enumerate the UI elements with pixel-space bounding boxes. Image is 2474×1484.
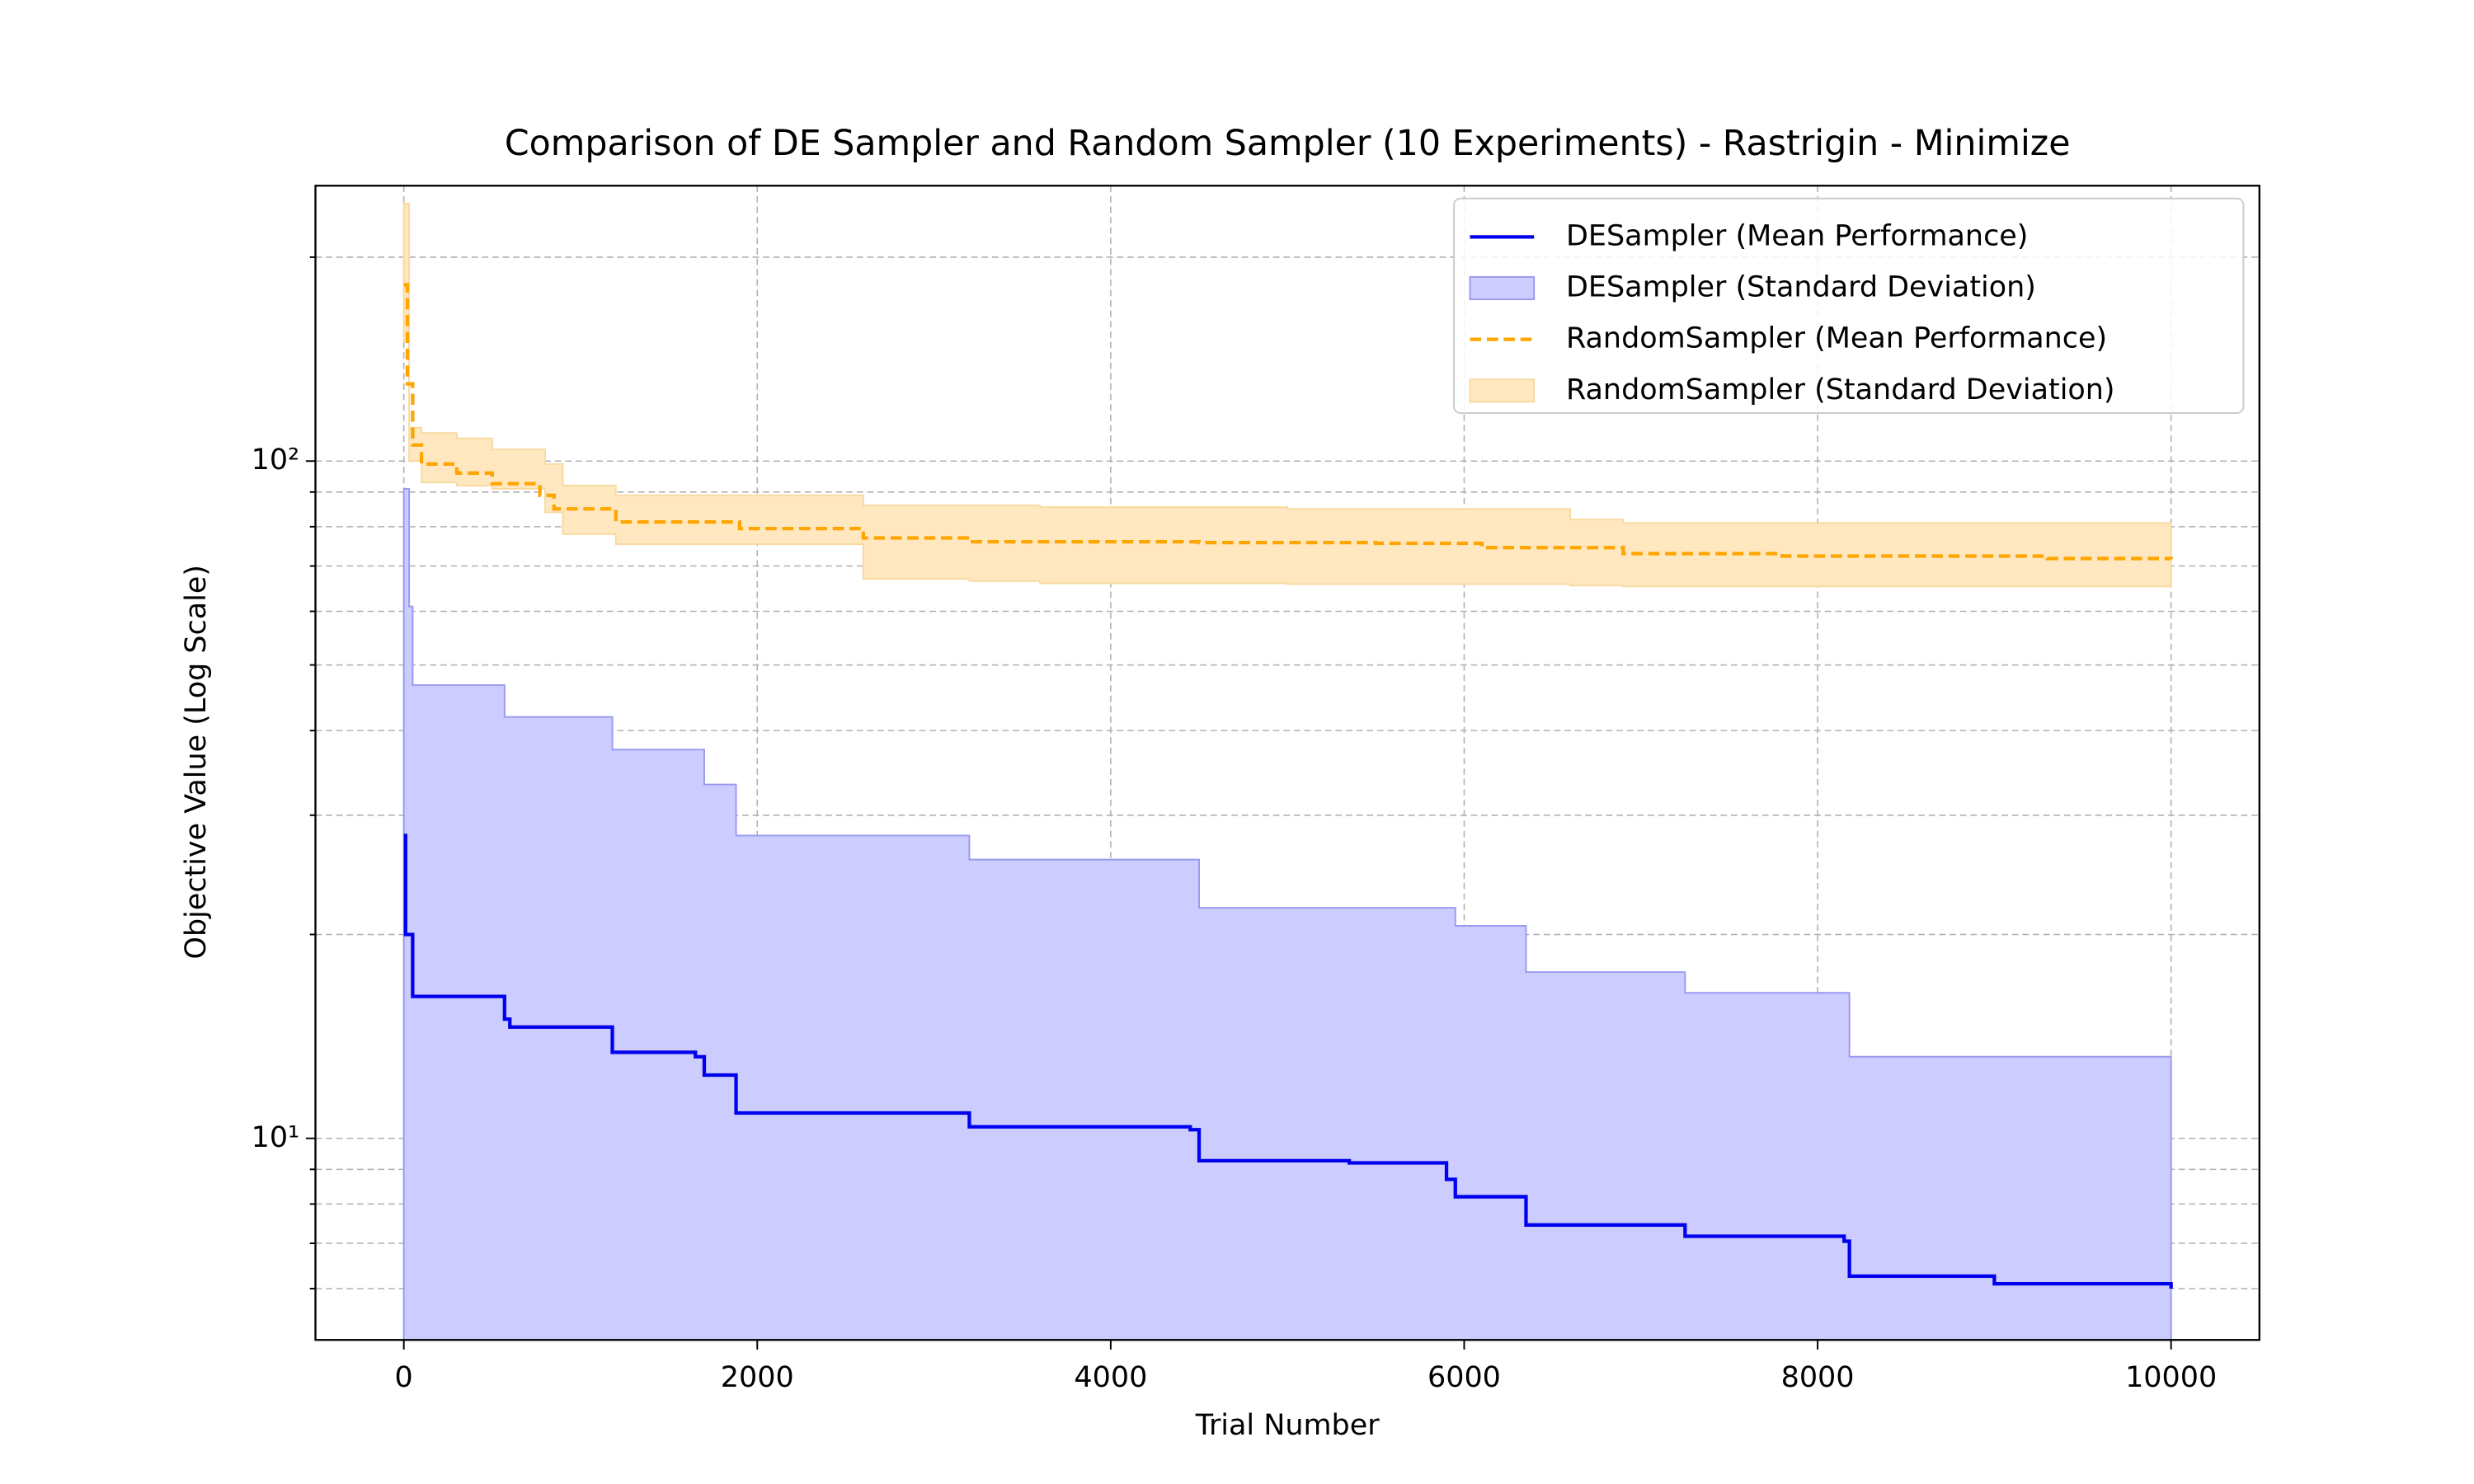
x-tick-label: 8000 <box>1781 1361 1855 1394</box>
x-tick-label: 2000 <box>721 1361 794 1394</box>
x-tick-label: 6000 <box>1427 1361 1501 1394</box>
std-band <box>402 202 2172 588</box>
legend-swatch <box>1469 275 1536 301</box>
x-tick-label: 0 <box>395 1361 413 1394</box>
y-tick-label: 10¹ <box>252 1121 299 1154</box>
y-tick-label: 10² <box>252 444 299 477</box>
legend-label: RandomSampler (Mean Performance) <box>1566 322 2107 355</box>
mean-line <box>403 283 2173 561</box>
axes: 0 2000 4000 6000 8000 10000 10¹ 10² DESampler (M… <box>252 185 2260 1394</box>
legend-label: DESampler (Mean Performance) <box>1566 219 2028 252</box>
legend-label: RandomSampler (Standard Deviation) <box>1566 373 2115 406</box>
legend: DESampler (Mean Performance) DESampler (S… <box>1453 197 2245 414</box>
legend-label: DESampler (Standard Deviation) <box>1566 271 2036 304</box>
chart-title: Comparison of DE Sampler and Random Samp… <box>505 123 2071 164</box>
plot-area <box>315 186 2260 1341</box>
legend-box <box>1453 197 2245 414</box>
mean-line <box>403 834 2173 1289</box>
x-tick-label: 10000 <box>2125 1361 2217 1394</box>
x-axis-label: Trial Number <box>1195 1409 1380 1442</box>
std-band <box>402 487 2172 1341</box>
axes-frame <box>314 185 2260 1341</box>
x-tick-label: 4000 <box>1074 1361 1147 1394</box>
legend-swatch <box>1469 378 1536 403</box>
y-axis-label: Objective Value (Log Scale) <box>180 565 213 960</box>
